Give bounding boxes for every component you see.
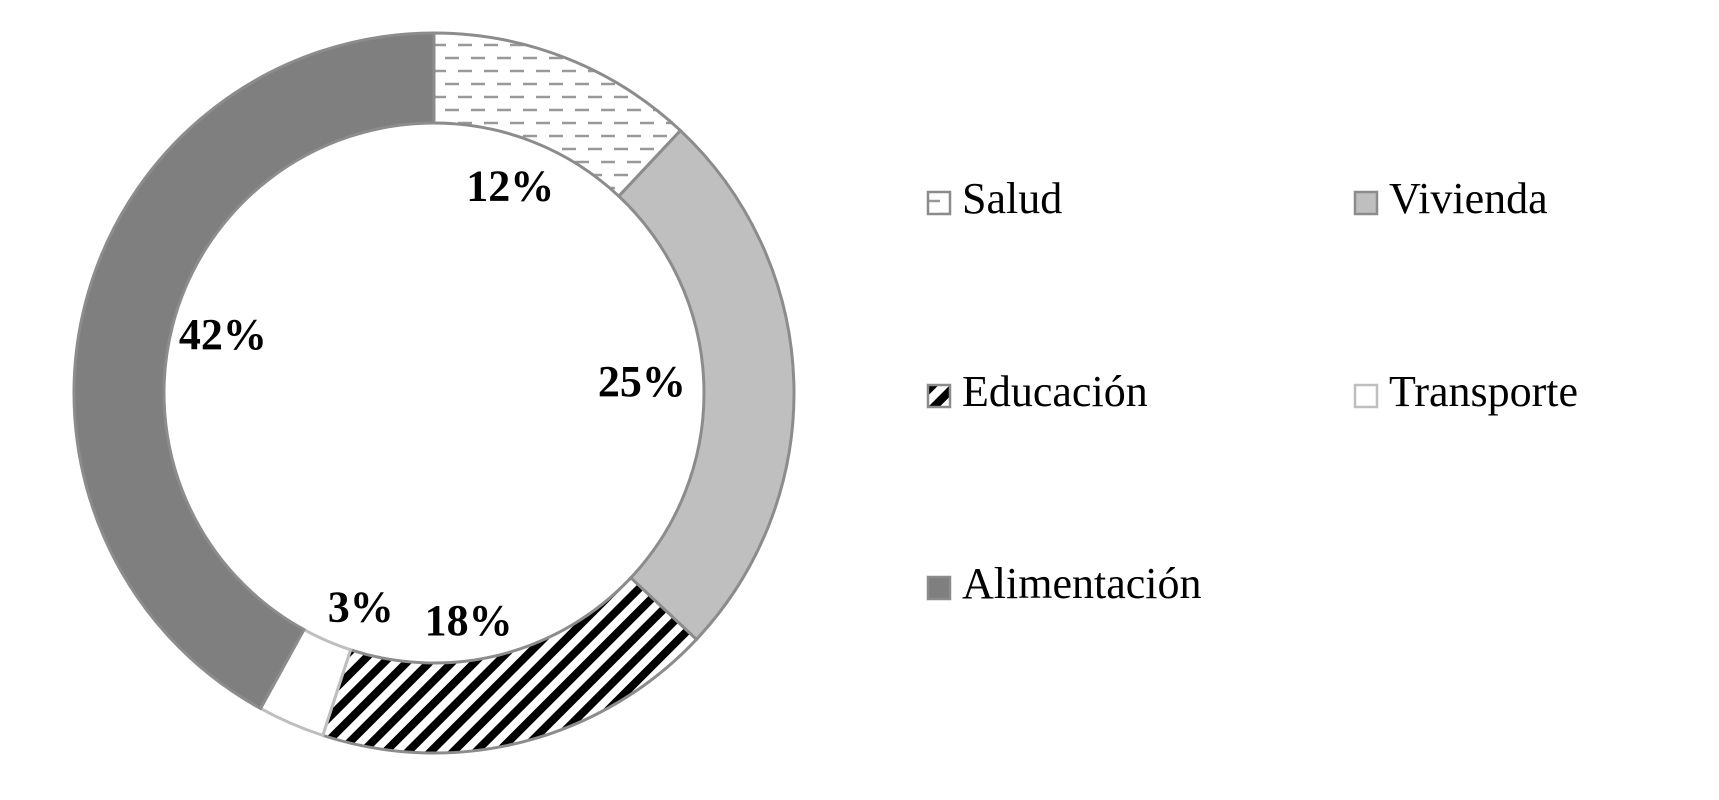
- data-labels-layer: 12% 25% 18% 3% 42%: [179, 161, 686, 645]
- legend-swatch-salud: [926, 190, 952, 216]
- legend-item-alimentacion: Alimentación: [926, 559, 1202, 608]
- legend-swatch-vivienda: [1353, 190, 1379, 216]
- legend-item-vivienda: Vivienda: [1353, 174, 1548, 223]
- legend-item-educacion: Educación: [926, 367, 1148, 416]
- legend-label-salud: Salud: [962, 174, 1062, 223]
- slices-layer: [72, 31, 796, 755]
- legend-swatch-educacion: [926, 383, 952, 409]
- legend-item-transporte: Transporte: [1353, 367, 1578, 416]
- legend-label-alimentacion: Alimentación: [962, 559, 1202, 608]
- data-label-educacion: 18%: [425, 596, 513, 645]
- data-label-transporte: 3%: [328, 583, 394, 632]
- legend-item-salud: Salud: [926, 174, 1062, 223]
- legend-label-vivienda: Vivienda: [1389, 174, 1548, 223]
- legend-label-transporte: Transporte: [1389, 367, 1578, 416]
- data-label-alimentacion: 42%: [179, 310, 267, 359]
- slice-vivienda: [616, 128, 796, 642]
- data-label-vivienda: 25%: [598, 357, 686, 406]
- legend-label-educacion: Educación: [962, 367, 1148, 416]
- legend-swatch-alimentacion: [926, 575, 952, 601]
- legend-swatch-transporte: [1353, 383, 1379, 409]
- slice-alimentacion: [72, 31, 436, 711]
- data-label-salud: 12%: [466, 161, 554, 210]
- legend: Salud Vivienda Educación Transporte Alimenta…: [926, 174, 1578, 608]
